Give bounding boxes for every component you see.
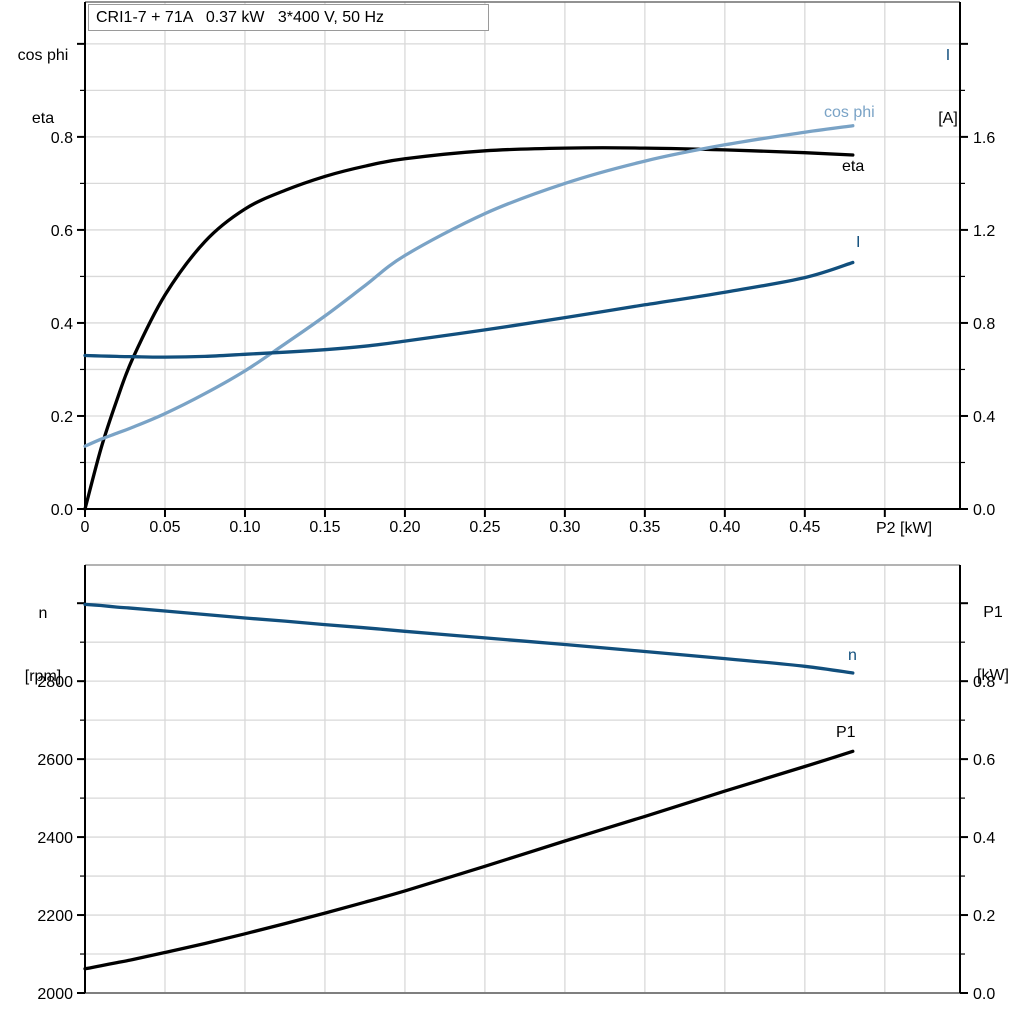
y-right-tick-label: 0.2 [973,908,995,925]
cos-phi-axis-label: cos phi [17,47,69,64]
current-curve-label: I [856,234,861,251]
p1-curve-label: P1 [836,724,856,741]
ampere-unit-label: [A] [938,110,958,127]
y-right-tick-label: 0.8 [973,316,995,333]
top-left-axis-title: cos phi eta [4,3,82,150]
speed-curve-label: n [848,647,857,664]
x-axis-title: P2 [kW] [876,520,933,537]
y-right-tick-label: 0.8 [973,674,995,691]
current-axis-label: I [945,47,951,64]
y-left-tick-label: 0.0 [51,502,73,519]
kw-unit-label: [kW] [977,667,1009,684]
bottom-right-axis-title: P1 [kW] [962,560,1024,707]
y-right-tick-label: 1.2 [973,223,995,240]
x-tick-label: 0.10 [229,519,260,536]
y-left-tick-label: 2200 [37,908,73,925]
eta-axis-label: eta [31,110,55,127]
curve-i [83,260,855,359]
x-tick-label: 0.20 [389,519,420,536]
y-right-tick-label: 0.6 [973,752,995,769]
y-left-tick-label: 0.6 [51,223,73,240]
y-left-tick-label: 0.4 [51,316,73,333]
rpm-unit-label: [rpm] [24,668,62,685]
x-tick-label: 0.35 [629,519,660,536]
cos-phi-curve-label: cos phi [824,104,875,121]
y-left-tick-label: 2000 [37,986,73,1003]
x-tick-label: 0 [81,519,90,536]
y-left-tick-label: 0.8 [51,130,73,147]
curve-p1 [83,749,855,971]
x-tick-label: 0.30 [549,519,580,536]
y-right-tick-label: 0.4 [973,830,995,847]
y-left-tick-label: 0.2 [51,409,73,426]
bottom-left-axis-title: n [rpm] [6,561,80,708]
curve-eta [83,146,855,511]
y-right-tick-label: 0.0 [973,502,995,519]
top-right-axis-title: I [A] [916,3,980,150]
y-right-tick-label: 0.0 [973,986,995,1003]
eta-curve-label: eta [842,158,865,175]
y-left-tick-label: 2600 [37,752,73,769]
curve-n [83,602,855,675]
x-tick-label: 0.40 [709,519,740,536]
speed-axis-label: n [38,605,48,622]
x-tick-label: 0.45 [789,519,820,536]
x-tick-label: 0.25 [469,519,500,536]
y-left-tick-label: 2800 [37,674,73,691]
p1-axis-label: P1 [983,604,1003,621]
y-right-tick-label: 0.4 [973,409,995,426]
x-tick-label: 0.15 [309,519,340,536]
y-right-tick-label: 1.6 [973,130,995,147]
curve-cos-phi [83,124,855,448]
chart-title-box: CRI1-7 + 71A 0.37 kW 3*400 V, 50 Hz [88,4,489,31]
y-left-tick-label: 2400 [37,830,73,847]
x-tick-label: 0.05 [149,519,180,536]
